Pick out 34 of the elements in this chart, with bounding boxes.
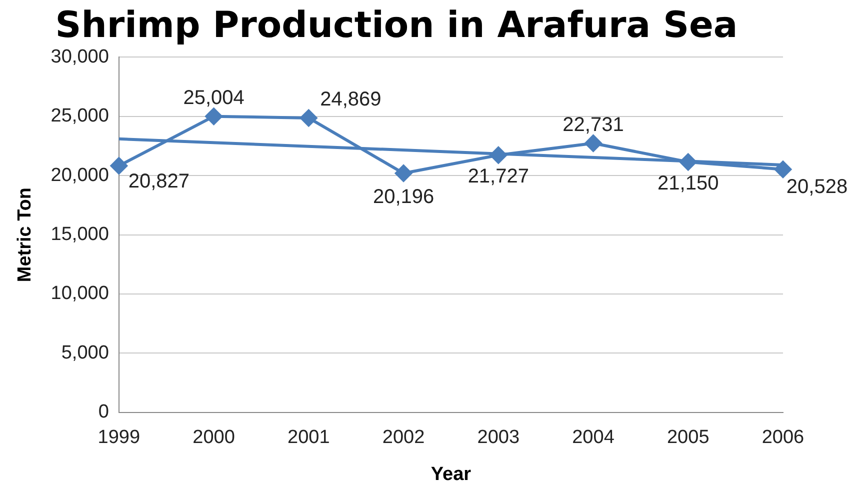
x-axis-title: Year [430,464,472,485]
x-tick-label: 2006 [762,427,804,448]
point [774,160,792,178]
x-tick-label: 2000 [192,427,235,448]
data-label: 22,731 [562,114,624,136]
y-axis-title: Metric Ton [14,187,36,282]
chart-title: Shrimp Production in Arafura Sea [55,4,738,46]
data-label: 21,150 [658,172,719,194]
point [205,108,222,125]
point [110,157,128,174]
y-tick-label: 30,000 [50,46,109,68]
data-label: 20,827 [128,170,190,192]
data-label: 25,004 [183,86,244,109]
point [300,109,318,126]
data-label: 21,727 [468,166,529,188]
x-tick-label: 2002 [382,427,425,448]
data-label: 20,196 [372,186,434,208]
data-label: 24,869 [320,88,382,110]
y-tick-label: 15,000 [50,224,109,246]
y-tick-label: 10,000 [50,283,109,304]
point [395,164,412,182]
x-tick-label: 2005 [666,427,710,448]
y-tick-label: 25,000 [50,106,109,127]
point [490,146,507,164]
x-tick-label: 2003 [477,427,520,448]
y-tick-label: 0 [98,402,109,423]
x-tick-label: 2001 [288,427,330,448]
point [584,134,602,152]
y-tick-label: 5,000 [61,342,109,364]
y-tick-label: 20,000 [50,164,109,186]
point [680,153,697,170]
x-tick-label: 1999 [98,427,140,448]
x-tick-label: 2004 [572,427,615,448]
data-label: 20,528 [786,176,848,198]
